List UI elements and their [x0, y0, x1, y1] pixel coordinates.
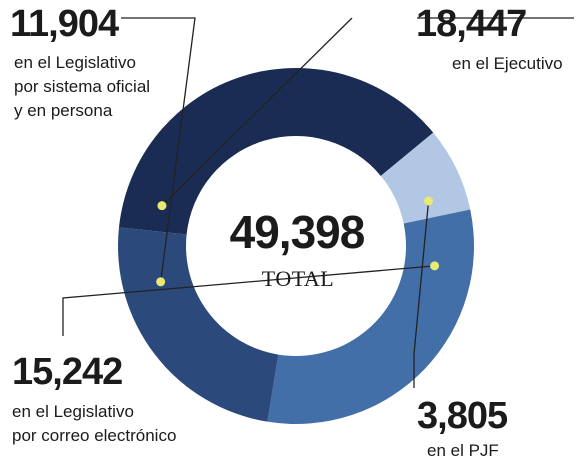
donut-segment — [118, 227, 279, 422]
leader-lines — [62, 17, 574, 388]
segment-value-label: 15,242 — [12, 351, 122, 393]
segment-labels: 18,447 en el Ejecutivo 3,805 en el PJF 15,24… — [10, 3, 563, 460]
segment-markers — [156, 196, 440, 287]
segment-description: y en persona — [14, 101, 113, 120]
leader-line — [62, 265, 435, 336]
segment-description: por sistema oficial — [14, 77, 150, 96]
segment-value-label: 3,805 — [417, 395, 508, 437]
segment-description: en el Ejecutivo — [452, 54, 563, 73]
segment-marker-dot — [157, 201, 167, 211]
segment-description: en el Legislativo — [12, 402, 134, 421]
total-value: 49,398 — [230, 206, 365, 258]
segment-value-label: 18,447 — [416, 3, 526, 45]
segment-value-label: 11,904 — [10, 3, 119, 45]
donut-segment — [380, 132, 471, 224]
leader-line — [413, 200, 430, 388]
segment-description: en el Legislativo — [14, 53, 136, 72]
donut-segment — [118, 68, 434, 235]
leader-line — [121, 17, 196, 282]
segment-description: por correo electrónico — [12, 426, 176, 445]
segment-marker-dot — [424, 196, 434, 206]
total-label: TOTAL — [262, 266, 334, 291]
segment-marker-dot — [430, 261, 440, 271]
segment-description: en el PJF — [427, 441, 499, 460]
segment-marker-dot — [156, 277, 166, 287]
leader-line — [161, 17, 353, 207]
